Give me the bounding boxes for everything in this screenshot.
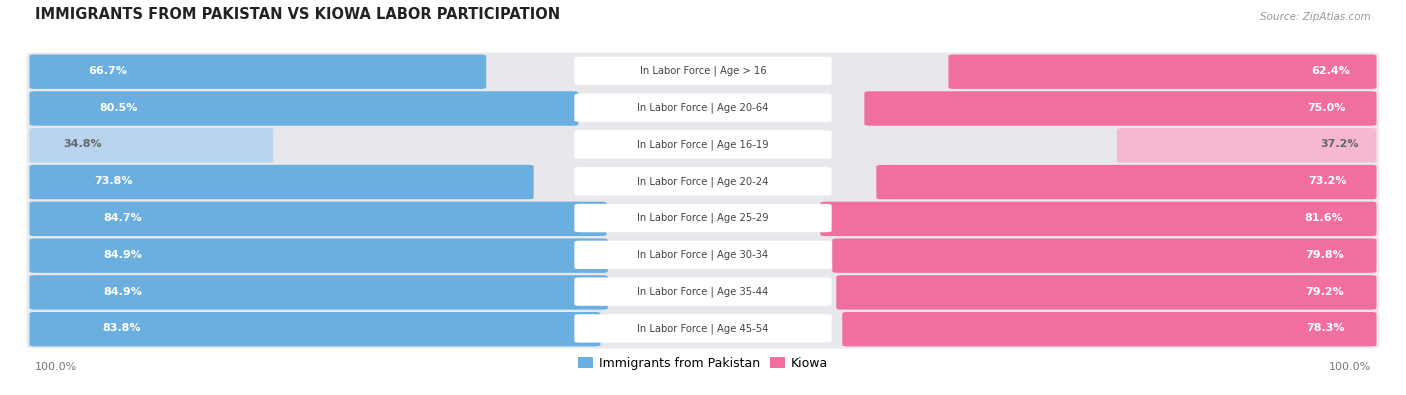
- Text: In Labor Force | Age 16-19: In Labor Force | Age 16-19: [637, 139, 769, 150]
- FancyBboxPatch shape: [842, 312, 1376, 346]
- Text: 37.2%: 37.2%: [1320, 139, 1358, 149]
- FancyBboxPatch shape: [865, 91, 1376, 126]
- FancyBboxPatch shape: [1116, 128, 1376, 162]
- FancyBboxPatch shape: [876, 165, 1376, 199]
- Text: In Labor Force | Age 25-29: In Labor Force | Age 25-29: [637, 213, 769, 223]
- Text: 62.4%: 62.4%: [1312, 66, 1350, 76]
- Text: 79.2%: 79.2%: [1306, 287, 1344, 297]
- Text: 80.5%: 80.5%: [100, 103, 138, 113]
- Text: 34.8%: 34.8%: [63, 139, 101, 149]
- Text: In Labor Force | Age > 16: In Labor Force | Age > 16: [640, 66, 766, 76]
- Text: 100.0%: 100.0%: [1329, 362, 1371, 372]
- Text: IMMIGRANTS FROM PAKISTAN VS KIOWA LABOR PARTICIPATION: IMMIGRANTS FROM PAKISTAN VS KIOWA LABOR …: [35, 7, 560, 22]
- FancyBboxPatch shape: [27, 53, 1379, 91]
- Text: In Labor Force | Age 20-64: In Labor Force | Age 20-64: [637, 102, 769, 113]
- Text: 84.9%: 84.9%: [103, 287, 142, 297]
- Text: 73.2%: 73.2%: [1308, 176, 1347, 186]
- FancyBboxPatch shape: [27, 237, 1379, 275]
- FancyBboxPatch shape: [575, 277, 831, 306]
- Text: 84.9%: 84.9%: [103, 250, 142, 260]
- Text: Source: ZipAtlas.com: Source: ZipAtlas.com: [1260, 12, 1371, 22]
- Text: 100.0%: 100.0%: [35, 362, 77, 372]
- FancyBboxPatch shape: [30, 91, 578, 126]
- Text: 75.0%: 75.0%: [1308, 103, 1346, 113]
- Text: 66.7%: 66.7%: [89, 66, 128, 76]
- Text: In Labor Force | Age 45-54: In Labor Force | Age 45-54: [637, 323, 769, 334]
- FancyBboxPatch shape: [27, 310, 1379, 348]
- FancyBboxPatch shape: [575, 241, 831, 269]
- Text: 73.8%: 73.8%: [94, 176, 132, 186]
- FancyBboxPatch shape: [27, 273, 1379, 312]
- Text: 83.8%: 83.8%: [103, 324, 141, 333]
- FancyBboxPatch shape: [30, 128, 273, 162]
- FancyBboxPatch shape: [575, 130, 831, 159]
- FancyBboxPatch shape: [27, 163, 1379, 201]
- FancyBboxPatch shape: [949, 55, 1376, 89]
- FancyBboxPatch shape: [27, 89, 1379, 128]
- FancyBboxPatch shape: [27, 200, 1379, 238]
- FancyBboxPatch shape: [575, 204, 831, 232]
- Text: 81.6%: 81.6%: [1305, 213, 1344, 223]
- Text: In Labor Force | Age 35-44: In Labor Force | Age 35-44: [637, 286, 769, 297]
- FancyBboxPatch shape: [30, 312, 600, 346]
- FancyBboxPatch shape: [27, 126, 1379, 164]
- FancyBboxPatch shape: [820, 201, 1376, 236]
- FancyBboxPatch shape: [832, 239, 1376, 273]
- FancyBboxPatch shape: [575, 94, 831, 122]
- Text: In Labor Force | Age 30-34: In Labor Force | Age 30-34: [637, 250, 769, 260]
- FancyBboxPatch shape: [575, 57, 831, 85]
- FancyBboxPatch shape: [30, 239, 607, 273]
- FancyBboxPatch shape: [30, 275, 607, 310]
- FancyBboxPatch shape: [30, 55, 486, 89]
- Text: In Labor Force | Age 20-24: In Labor Force | Age 20-24: [637, 176, 769, 186]
- FancyBboxPatch shape: [575, 314, 831, 342]
- FancyBboxPatch shape: [30, 201, 606, 236]
- FancyBboxPatch shape: [837, 275, 1376, 310]
- Text: 84.7%: 84.7%: [103, 213, 142, 223]
- FancyBboxPatch shape: [575, 167, 831, 196]
- FancyBboxPatch shape: [30, 165, 534, 199]
- Legend: Immigrants from Pakistan, Kiowa: Immigrants from Pakistan, Kiowa: [572, 352, 834, 375]
- Text: 78.3%: 78.3%: [1306, 324, 1344, 333]
- Text: 79.8%: 79.8%: [1305, 250, 1344, 260]
